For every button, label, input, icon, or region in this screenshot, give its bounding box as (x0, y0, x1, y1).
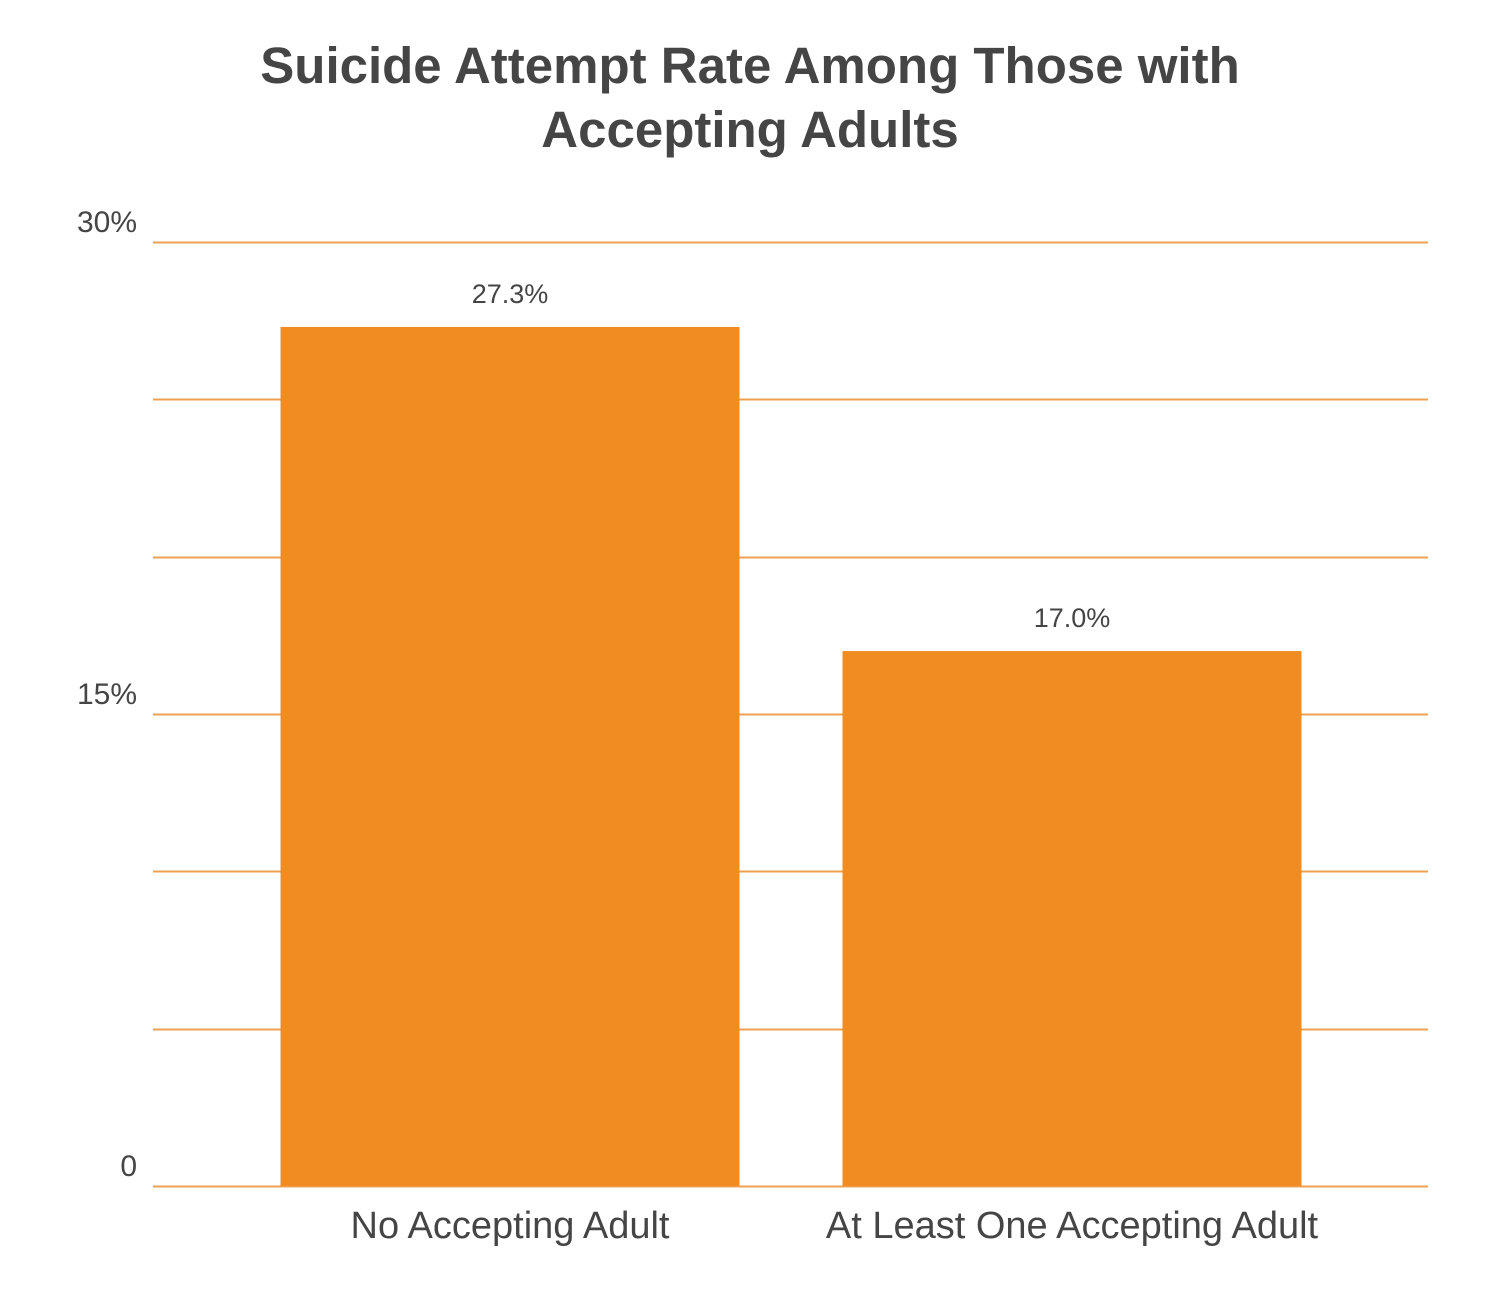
data-label: 17.0% (1034, 603, 1111, 633)
bar (280, 326, 740, 1187)
y-tick-label: 0 (120, 1150, 137, 1183)
bars (280, 326, 1302, 1187)
chart-title: Suicide Attempt Rate Among Those with Ac… (0, 34, 1500, 162)
y-axis-tick-labels: 0 15% 30% (77, 206, 137, 1183)
data-labels: 27.3% 17.0% (472, 279, 1111, 633)
y-tick-label: 15% (77, 678, 137, 711)
x-category-label: No Accepting Adult (351, 1205, 670, 1247)
x-category-label: At Least One Accepting Adult (826, 1205, 1319, 1247)
data-label: 27.3% (472, 279, 549, 309)
chart-title-line-2: Accepting Adults (541, 101, 959, 158)
chart-title-line-1: Suicide Attempt Rate Among Those with (260, 37, 1240, 94)
x-axis-category-labels: No Accepting Adult At Least One Accepting… (351, 1205, 1319, 1247)
bar (842, 651, 1302, 1186)
y-tick-label: 30% (77, 206, 137, 239)
